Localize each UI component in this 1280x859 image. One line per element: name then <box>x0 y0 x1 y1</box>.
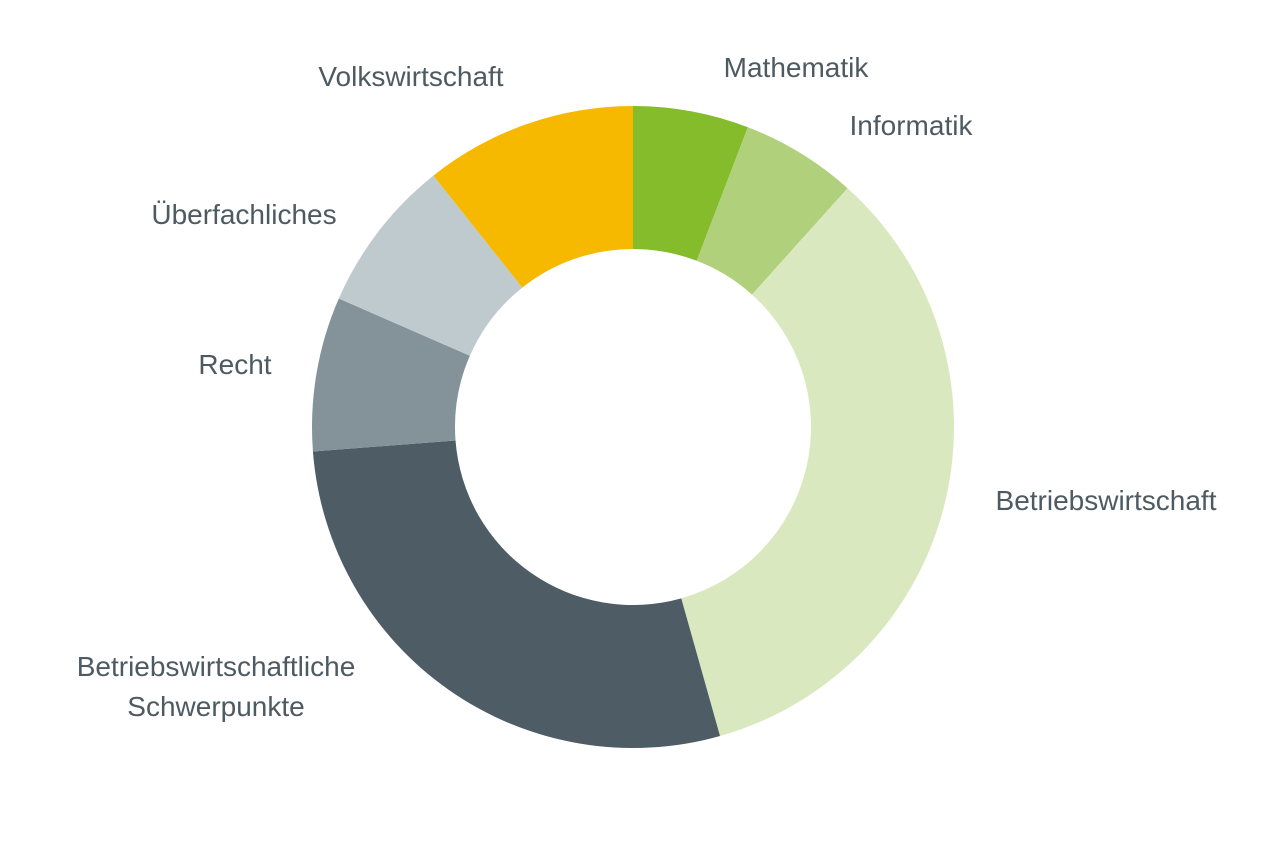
slice-mathematik <box>633 106 748 261</box>
slice-betriebswirtschaft <box>681 188 954 736</box>
label-betriebswirtschaft: Betriebswirtschaft <box>996 485 1217 516</box>
label-informatik: Informatik <box>850 110 974 141</box>
slice-volkswirtschaft <box>433 106 633 288</box>
slice-ueberfachliches <box>338 175 523 356</box>
slice-betriebswirtschaftliche-schwerpunkte <box>312 440 721 748</box>
slices-layer <box>312 106 954 748</box>
label-mathematik: Mathematik <box>724 52 870 83</box>
label-volkswirtschaft: Volkswirtschaft <box>318 61 503 92</box>
labels-layer: Mathematik Informatik Betriebswirtschaft Be… <box>77 52 1217 722</box>
slice-informatik <box>696 127 848 295</box>
label-betriebswirtschaftliche-schwerpunkte: Betriebswirtschaftliche Schwerpunkte <box>77 651 356 722</box>
slice-recht <box>312 298 470 452</box>
label-ueberfachliches: Überfachliches <box>151 199 336 230</box>
label-recht: Recht <box>198 349 271 380</box>
